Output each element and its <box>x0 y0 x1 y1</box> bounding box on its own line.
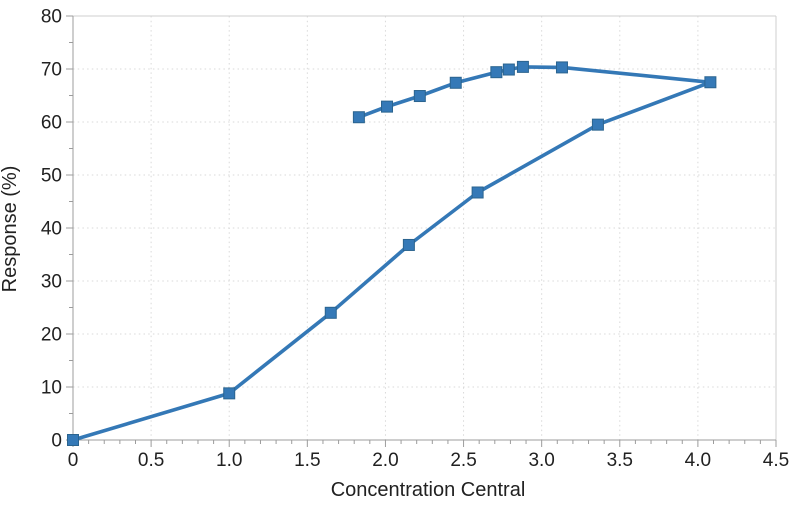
y-tick-label: 0 <box>51 431 62 452</box>
data-point-marker[interactable] <box>449 76 462 89</box>
data-point-marker[interactable] <box>67 434 79 446</box>
data-point-marker[interactable] <box>555 61 568 74</box>
data-point-marker[interactable] <box>324 306 337 319</box>
data-point-marker[interactable] <box>381 100 394 113</box>
x-tick-label: 3.5 <box>607 450 633 471</box>
x-tick-label: 0.5 <box>138 450 164 471</box>
x-tick-label: 0 <box>68 450 79 471</box>
series-line <box>71 65 713 442</box>
series-layer <box>67 60 717 446</box>
y-tick-label: 40 <box>41 219 62 240</box>
y-tick-label: 10 <box>41 378 62 399</box>
data-point-marker[interactable] <box>591 118 604 131</box>
x-tick-label: 4.0 <box>685 450 711 471</box>
data-point-marker[interactable] <box>402 238 415 251</box>
x-tick-label: 1.0 <box>216 450 242 471</box>
x-tick-label: 3.0 <box>528 450 554 471</box>
x-tick-label: 2.0 <box>372 450 398 471</box>
x-tick-label: 2.5 <box>450 450 476 471</box>
y-tick-label: 50 <box>41 166 62 187</box>
data-point-marker[interactable] <box>223 387 236 400</box>
data-point-marker[interactable] <box>413 90 426 103</box>
y-tick-label: 80 <box>41 7 62 28</box>
y-tick-label: 70 <box>41 60 62 81</box>
tick-layer <box>66 15 777 447</box>
tick-label-layer: 0 0.5 1.0 1.5 2.0 2.5 3.0 3.5 4.0 4.5 0 10 20 30 40 50 6… <box>41 7 789 471</box>
y-tick-label: 60 <box>41 113 62 134</box>
data-point-marker[interactable] <box>516 60 529 73</box>
x-axis-title: Concentration Central <box>331 479 526 501</box>
data-point-marker[interactable] <box>502 63 515 76</box>
data-point-marker[interactable] <box>490 66 503 79</box>
y-tick-label: 20 <box>41 325 62 346</box>
data-point-marker[interactable] <box>704 76 717 89</box>
x-tick-label: 1.5 <box>294 450 320 471</box>
x-tick-label: 4.5 <box>763 450 789 471</box>
data-point-marker[interactable] <box>352 111 365 124</box>
y-tick-label: 30 <box>41 272 62 293</box>
data-point-marker[interactable] <box>471 186 484 199</box>
plot-frame <box>72 15 777 441</box>
y-axis-title: Response (%) <box>0 166 21 293</box>
